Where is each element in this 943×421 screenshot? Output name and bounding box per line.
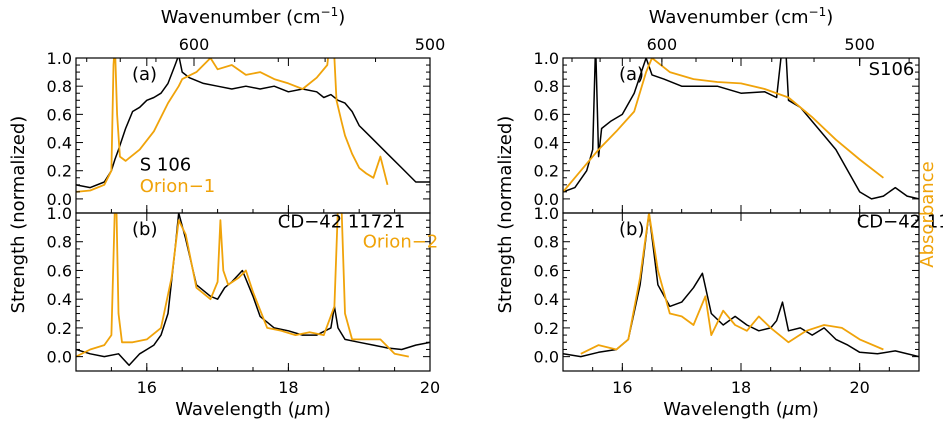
x-axis-label: Wavelength (μm) bbox=[175, 399, 331, 420]
x-axis-label-mu: μ bbox=[294, 399, 306, 420]
series-line-orion-2 bbox=[76, 213, 409, 358]
series-line-s-106 bbox=[76, 58, 430, 189]
series-label: CD−42 11721 bbox=[278, 211, 405, 232]
plot-frame bbox=[75, 57, 431, 214]
series-label: S106 bbox=[869, 59, 915, 80]
y-tick-label: 0.0 bbox=[534, 190, 559, 209]
series-line-orion-1 bbox=[76, 58, 389, 193]
x-axis-label-main: Wavelength ( bbox=[175, 399, 295, 420]
series-line-s106 bbox=[563, 58, 919, 200]
series-label: Orion−1 bbox=[140, 176, 216, 197]
subplot-tag: (a) bbox=[132, 64, 157, 85]
y-tick-label: 0.4 bbox=[534, 290, 559, 309]
y-tick-label: 0.6 bbox=[47, 105, 72, 124]
y-tick-label: 0.8 bbox=[47, 77, 72, 96]
series-label: CD−42 11721 bbox=[857, 211, 943, 232]
top-axis-label-close: ) bbox=[826, 7, 833, 28]
x-tick-label: 16 bbox=[612, 378, 632, 397]
subplot-a: 0.0 0.2 0.4 0.6 0.8 1.0 (a) S106 bbox=[534, 49, 920, 214]
series-line-absorbance bbox=[580, 213, 884, 355]
series-line-absorbance bbox=[563, 58, 884, 193]
plot-frame bbox=[562, 212, 920, 372]
y-tick-label: 0.2 bbox=[534, 319, 559, 338]
y-tick-label: 1.0 bbox=[47, 49, 72, 68]
top-axis-label: Wavenumber (cm−1) bbox=[649, 5, 834, 28]
x-axis-label-main: Wavelength ( bbox=[663, 399, 783, 420]
plot-frame bbox=[562, 57, 920, 214]
subplot-b: 0.0 0.2 0.4 0.6 0.8 1.0 (b) CD−42 11721 bbox=[534, 204, 943, 372]
x-axis-label-unit: m) bbox=[306, 399, 331, 420]
y-tick-label: 0.0 bbox=[47, 190, 72, 209]
y-tick-label: 0.8 bbox=[534, 77, 559, 96]
x-axis-label: Wavelength (μm) bbox=[663, 399, 819, 420]
y-tick-label: 0.4 bbox=[47, 134, 72, 153]
y-tick-label: 1.0 bbox=[47, 204, 72, 223]
x-tick-label: 20 bbox=[420, 378, 440, 397]
top-axis-label: Wavenumber (cm−1) bbox=[161, 5, 346, 28]
top-axis-tick-label: 500 bbox=[415, 35, 446, 54]
top-axis-label-main: Wavenumber (cm bbox=[649, 7, 809, 28]
x-tick-label: 20 bbox=[849, 378, 869, 397]
y-tick-label: 0.8 bbox=[534, 233, 559, 252]
x-axis-label-mu: μ bbox=[782, 399, 794, 420]
x-tick-label: 16 bbox=[137, 378, 157, 397]
x-axis-label-unit: m) bbox=[794, 399, 819, 420]
top-axis-tick-label: 500 bbox=[844, 35, 875, 54]
y-axis-label: Strength (normalized) bbox=[495, 116, 516, 314]
top-axis-label-close: ) bbox=[338, 7, 345, 28]
y-tick-label: 0.4 bbox=[47, 290, 72, 309]
series-label: S 106 bbox=[140, 155, 192, 176]
y-axis-label: Strength (normalized) bbox=[8, 116, 29, 314]
y-tick-label: 1.0 bbox=[534, 49, 559, 68]
x-tick-label: 18 bbox=[731, 378, 751, 397]
y-tick-label: 0.2 bbox=[534, 162, 559, 181]
top-axis-tick-label: 600 bbox=[179, 35, 210, 54]
y-tick-label: 0.4 bbox=[534, 134, 559, 153]
top-axis-label-main: Wavenumber (cm bbox=[161, 7, 321, 28]
series-label: Orion−2 bbox=[363, 231, 439, 252]
top-axis-label-sup: −1 bbox=[809, 5, 827, 19]
y-tick-label: 1.0 bbox=[534, 204, 559, 223]
series-line-cd-42-11721 bbox=[563, 213, 919, 358]
y-tick-label: 0.6 bbox=[47, 261, 72, 280]
y-tick-label: 0.8 bbox=[47, 233, 72, 252]
panel-right: 0.0 0.2 0.4 0.6 0.8 1.0 (a) S106 0.0 0.2 0.4 0.6 0.8… bbox=[495, 5, 943, 420]
panel-left: 0.00.20.40.60.81.0(a)S 106Orion−10.00.20… bbox=[8, 5, 445, 420]
y-tick-label: 0.6 bbox=[534, 105, 559, 124]
y-tick-label: 0.0 bbox=[534, 348, 559, 367]
y-tick-label: 0.2 bbox=[47, 319, 72, 338]
subplot-tag: (a) bbox=[619, 64, 644, 85]
top-axis-tick-label: 600 bbox=[647, 35, 678, 54]
subplot-tag: (b) bbox=[132, 219, 157, 240]
y-tick-label: 0.2 bbox=[47, 162, 72, 181]
y-tick-label: 0.0 bbox=[47, 348, 72, 367]
right-axis-label: Absorbance bbox=[917, 161, 938, 267]
y-tick-label: 0.6 bbox=[534, 261, 559, 280]
subplot-tag: (b) bbox=[619, 219, 644, 240]
top-axis-label-sup: −1 bbox=[321, 5, 339, 19]
x-tick-label: 18 bbox=[278, 378, 298, 397]
